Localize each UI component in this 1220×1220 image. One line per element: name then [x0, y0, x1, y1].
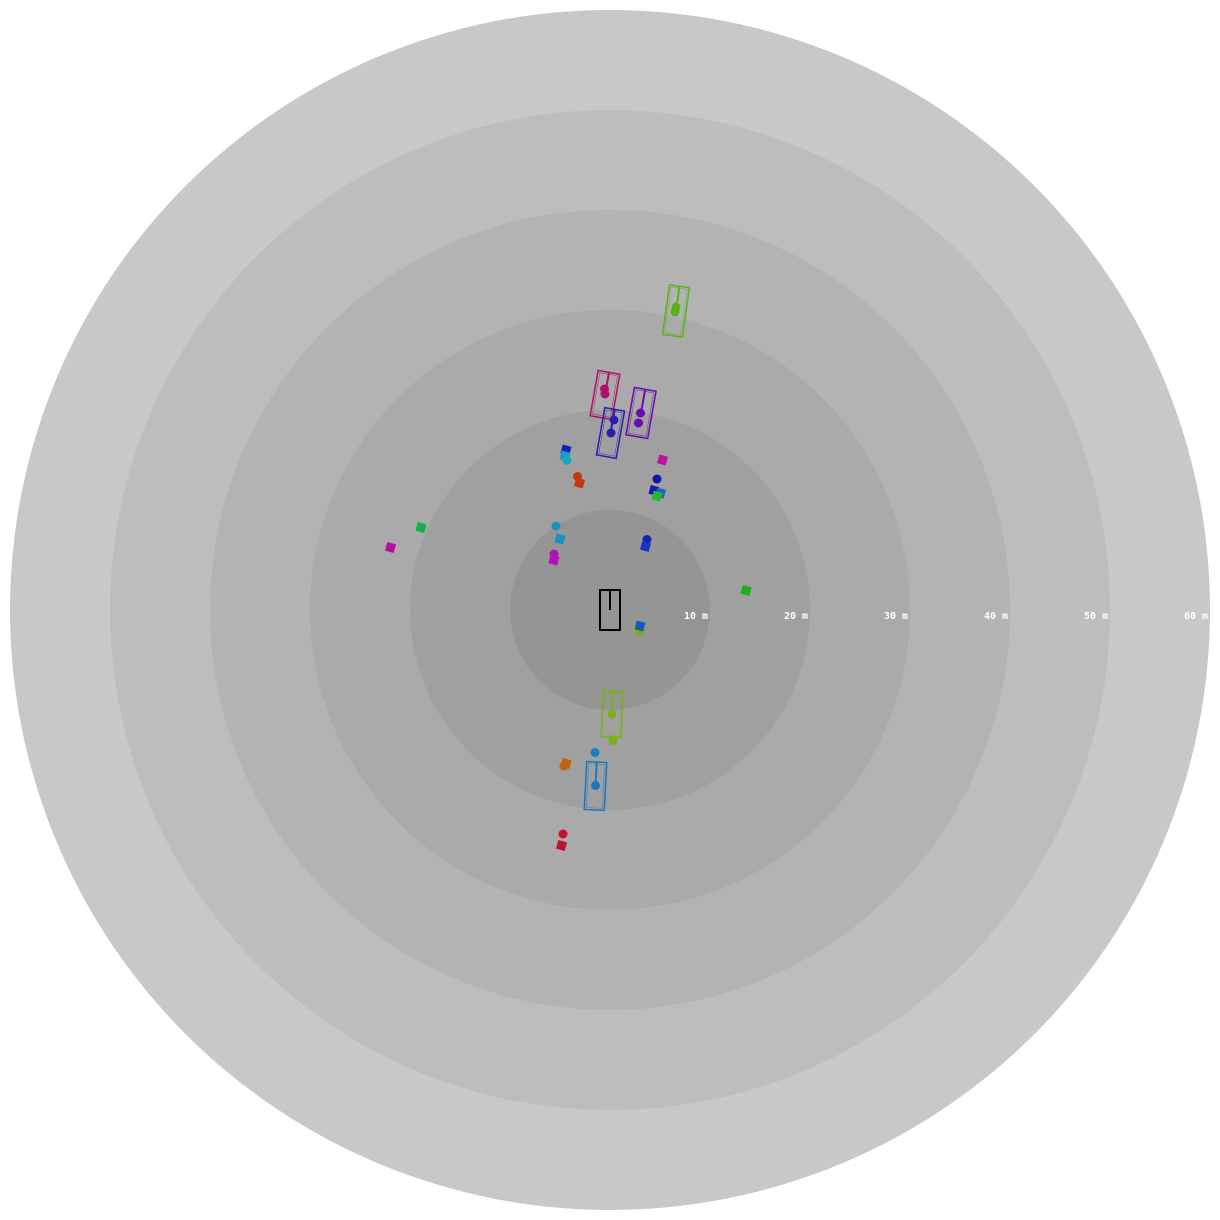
vehicle-box-1-outline — [661, 284, 691, 338]
tracked-square-19 — [740, 584, 752, 597]
detected-objects — [384, 284, 752, 852]
tracked-square-14 — [554, 533, 566, 545]
range-label-30m: 30 m — [884, 611, 908, 622]
vehicle-4-point-2 — [606, 428, 616, 438]
tracked-dot-24 — [590, 748, 600, 757]
range-labels: 10 m 20 m 30 m 40 m 50 m 60 m — [684, 611, 1208, 622]
tracked-dot-7 — [652, 474, 662, 484]
tracked-square-10 — [651, 490, 663, 502]
tracked-square-28 — [555, 839, 568, 852]
vehicle-6-point-1 — [591, 781, 600, 790]
tracked-square-12 — [384, 541, 397, 554]
vehicle-3-point-1 — [636, 408, 645, 418]
vehicle-4-point-1 — [609, 415, 619, 425]
range-label-60m: 60 m — [1184, 611, 1208, 622]
range-label-10m: 10 m — [684, 611, 708, 622]
tracked-dot-27 — [558, 829, 568, 839]
tracked-square-18 — [639, 540, 652, 553]
vehicle-2-point-2 — [600, 389, 610, 399]
range-label-20m: 20 m — [784, 611, 808, 622]
range-label-40m: 40 m — [984, 611, 1008, 622]
vehicle-3-point-2 — [634, 418, 643, 428]
tracked-square-6 — [656, 454, 669, 466]
tracked-square-22 — [634, 620, 646, 632]
tracked-dot-23 — [608, 736, 618, 745]
tracked-square-11 — [415, 521, 427, 534]
tracked-square-5 — [573, 477, 586, 489]
ego-vehicle — [599, 589, 621, 631]
tracked-dot-13 — [551, 521, 561, 531]
vehicle-5-point-1 — [607, 709, 617, 719]
range-label-50m: 50 m — [1084, 611, 1108, 622]
tracked-dot-3 — [562, 456, 572, 465]
tracked-square-26 — [560, 757, 572, 770]
vehicle-1-point-2 — [670, 307, 680, 317]
tracked-square-16 — [548, 554, 560, 566]
